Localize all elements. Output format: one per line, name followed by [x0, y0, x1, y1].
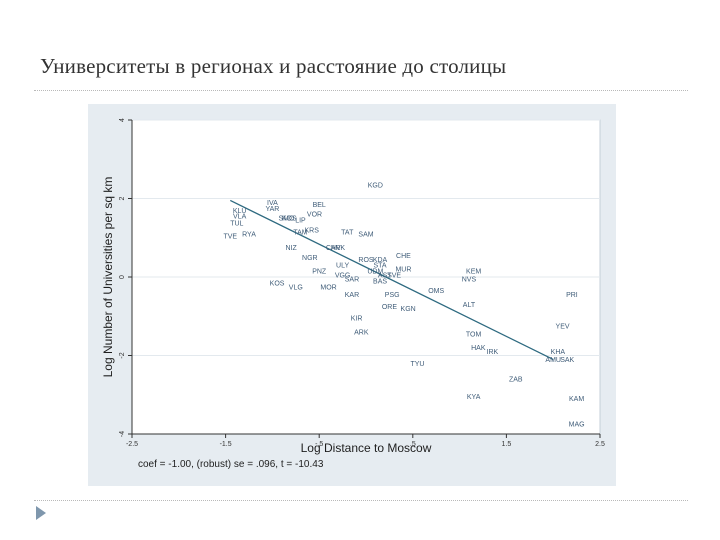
- point-label: BEL: [313, 202, 326, 209]
- point-label: YEV: [556, 324, 570, 331]
- bullet-arrow-icon: [36, 506, 46, 520]
- x-tick-label: 2.5: [595, 441, 605, 448]
- slide-title: Университеты в регионах и расстояние до …: [40, 54, 507, 78]
- point-label: KYA: [467, 394, 481, 401]
- point-label: BAS: [373, 278, 387, 285]
- point-label: KOS: [270, 280, 285, 287]
- point-label: YAR: [265, 206, 279, 213]
- x-tick-label: -2.5: [126, 441, 138, 448]
- point-label: MAG: [569, 422, 585, 429]
- point-label: MUR: [395, 267, 411, 274]
- point-label: KLU: [233, 208, 247, 215]
- point-label: TAM: [293, 229, 307, 236]
- point-label: KHA: [551, 349, 566, 356]
- point-label: CHV: [326, 245, 341, 252]
- point-label: NVS: [462, 276, 477, 283]
- y-tick-label: 4: [119, 118, 126, 122]
- point-label: HAK: [471, 345, 486, 352]
- x-tick-label: -1.5: [220, 441, 232, 448]
- x-axis-label: Log Distance to Moscow: [301, 441, 432, 455]
- point-label: KEM: [466, 269, 481, 276]
- point-label: SAK: [560, 357, 574, 364]
- point-label: NGR: [302, 255, 318, 262]
- point-label: TYU: [410, 361, 424, 368]
- point-label: TVE: [223, 233, 237, 240]
- point-label: KGD: [368, 182, 383, 189]
- point-label: ROS: [358, 257, 374, 264]
- point-label: PSG: [385, 292, 400, 299]
- bottom-divider: [34, 500, 688, 501]
- point-label: ORE: [382, 304, 398, 311]
- point-label: SAM: [358, 231, 373, 238]
- x-tick-label: -.5: [315, 441, 323, 448]
- point-label: RYA: [242, 231, 256, 238]
- point-label: TAT: [341, 229, 354, 236]
- point-label: KIR: [351, 316, 363, 323]
- point-label: ZAB: [509, 377, 523, 384]
- point-label: TUL: [230, 220, 243, 227]
- point-label: NIZ: [285, 245, 297, 252]
- point-label: KOS: [282, 216, 297, 223]
- point-label: PNZ: [312, 269, 327, 276]
- point-label: ALT: [463, 302, 476, 309]
- point-label: KDA: [373, 257, 388, 264]
- x-tick-label: .5: [410, 441, 416, 448]
- point-label: VOR: [307, 212, 322, 219]
- point-label: ARK: [354, 329, 369, 336]
- point-label: MOR: [320, 284, 336, 291]
- point-label: PRI: [566, 292, 578, 299]
- point-label: VLG: [289, 284, 303, 291]
- point-label: KRS: [305, 227, 320, 234]
- point-label: CHE: [396, 253, 411, 260]
- y-axis-label: Log Number of Universities per sq km: [101, 177, 115, 378]
- chart-panel: -4 -2 0 2 4 -2.5 -1.5 -.5 .5 1.5 2.5 KGD IVA YAR BEL K…: [88, 104, 616, 486]
- y-tick-label: 2: [119, 196, 126, 200]
- point-label: ULY: [336, 263, 349, 270]
- point-label: UDM: [367, 269, 383, 276]
- point-label: TOM: [466, 331, 482, 338]
- point-label: KAR: [345, 292, 359, 299]
- point-label: LIP: [295, 218, 306, 225]
- regression-note: coef = -1.00, (robust) se = .096, t = -1…: [138, 459, 324, 470]
- y-tick-label: -2: [119, 352, 126, 358]
- point-label: VLA: [233, 214, 247, 221]
- point-label: AMU: [545, 357, 561, 364]
- point-label: IRK: [487, 349, 499, 356]
- point-label: VGG: [335, 273, 351, 280]
- point-label: SMO: [278, 216, 295, 223]
- point-label: AST: [378, 273, 392, 280]
- point-label: IVA: [267, 200, 278, 207]
- point-label: STA: [373, 263, 386, 270]
- x-tick-label: 1.5: [502, 441, 512, 448]
- top-divider: [34, 90, 688, 91]
- regression-line: [229, 199, 554, 361]
- point-label: SAR: [345, 276, 359, 283]
- point-label: KAM: [569, 396, 584, 403]
- y-tick-label: -4: [119, 431, 126, 437]
- point-label: KGN: [401, 306, 416, 313]
- y-tick-label: 0: [119, 275, 126, 279]
- point-label: OMS: [428, 288, 444, 295]
- point-label: ARK: [331, 245, 346, 252]
- point-label: SVE: [387, 273, 401, 280]
